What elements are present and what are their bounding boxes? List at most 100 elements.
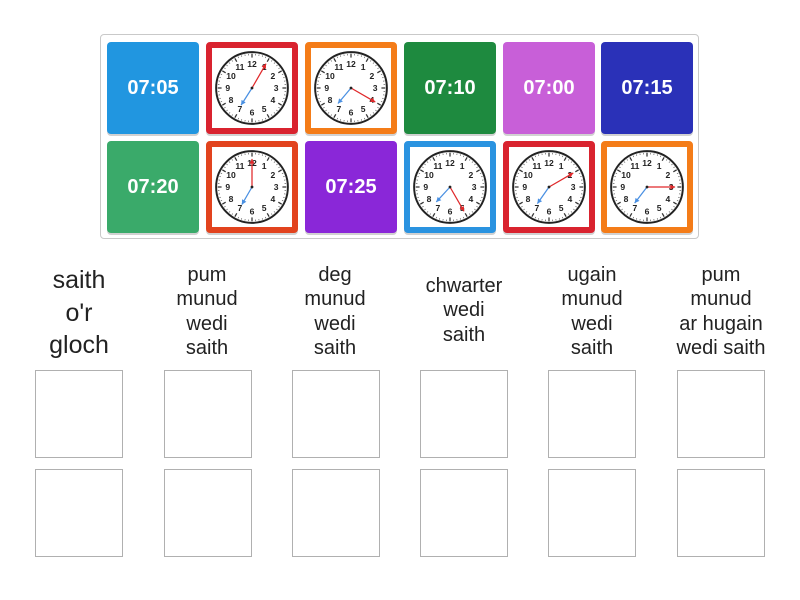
clock-number: 11 [334,62,343,72]
clock-tick [528,213,530,215]
clock-tick [621,163,623,166]
category-label: saith o'r gloch [49,266,109,359]
category-label: pum munud wedi saith [176,264,238,360]
minute-hand-arrowhead [459,206,465,212]
minute-hand-arrowhead [370,97,376,103]
clock-tick [325,109,327,112]
clock-tick [476,206,478,208]
clock-tick [471,211,474,213]
clock-number: 2 [271,71,276,81]
clock-number: 1 [262,161,267,171]
clock-tick [265,117,267,120]
drop-slot[interactable] [164,469,252,557]
clock-tick [221,201,226,205]
clock-tile[interactable]: 121234567891011 [206,42,298,134]
clock-tick [278,102,283,106]
clock-tick [320,70,325,74]
clock-face-icon: 121234567891011 [610,150,684,224]
drop-slot[interactable] [548,370,636,458]
clock-number: 7 [238,203,243,213]
clock-face-icon: 121234567891011 [512,150,586,224]
clock-tick [220,172,223,174]
clock-tick [372,112,375,114]
clock-tick [668,161,671,163]
clock-tick [333,114,337,119]
clock-tick [575,169,580,173]
clock-tick [469,213,471,215]
clock-tick [276,163,278,166]
clock-tick [666,213,668,215]
clock-tick [426,211,429,213]
minute-hand [350,87,376,103]
drop-slot[interactable] [420,370,508,458]
clock-tick [660,216,662,219]
time-tile[interactable]: 07:10 [404,42,496,134]
drop-slot[interactable] [420,469,508,557]
clock-tick [615,200,618,202]
clock-number: 6 [250,107,255,117]
clock-tick [377,102,382,106]
clock-tick [327,62,330,64]
category-label: pum munud ar hugain wedi saith [676,264,766,360]
drop-slot[interactable] [677,370,765,458]
time-tile[interactable]: 07:00 [503,42,595,134]
clock-tick [221,70,226,74]
clock-tick [570,161,573,163]
clock-tick [319,101,322,103]
clock-tick [224,206,226,208]
clock-tick [525,211,528,213]
minute-hand-arrowhead [670,184,676,190]
drop-slot[interactable] [164,370,252,458]
clock-number: 4 [271,95,276,105]
clock-tick [673,169,678,173]
clock-face-icon: 121234567891011 [413,150,487,224]
clock-tick [424,163,426,166]
clock-tile[interactable]: 121234567891011 [601,141,693,233]
clock-number: 9 [423,182,428,192]
clock-tick [234,156,238,161]
clock-number: 4 [271,194,276,204]
clock-tick [432,213,436,218]
drop-slot[interactable] [677,469,765,557]
clock-tick [422,206,424,208]
drop-slot[interactable] [292,469,380,557]
hour-hand-arrowhead [241,199,247,205]
clock-tick [469,159,471,161]
clock-tick [575,201,580,205]
clock-tick [562,155,564,158]
clock-number: 2 [271,170,276,180]
clock-tick [325,64,327,67]
clock-number: 10 [621,170,631,180]
clock-number: 2 [469,170,474,180]
time-tile[interactable]: 07:25 [305,141,397,233]
drop-slot[interactable] [548,469,636,557]
clock-center [349,86,353,90]
time-tile[interactable]: 07:20 [107,141,199,233]
clock-number: 6 [645,206,650,216]
clock-tick [380,101,383,103]
clock-tick [573,208,575,211]
clock-tile[interactable]: 121234567891011 [206,141,298,233]
time-tile[interactable]: 07:15 [601,42,693,134]
clock-tick [278,166,280,168]
clock-tile[interactable]: 121234567891011 [503,141,595,233]
clock-number: 6 [547,206,552,216]
clock-tick [479,200,482,202]
clock-tick [237,117,239,120]
clock-center [250,185,254,189]
clock-tick [377,67,379,69]
time-tile[interactable]: 07:05 [107,42,199,134]
clock-tile[interactable]: 121234567891011 [404,141,496,233]
clock-tick [568,213,570,215]
clock-tick [632,155,634,158]
clock-tick [281,200,284,202]
clock-number: 11 [235,161,244,171]
clock-tick [276,109,278,112]
clock-tick [623,161,626,163]
drop-slot[interactable] [35,370,123,458]
clock-number: 7 [436,203,441,213]
drop-slot[interactable] [292,370,380,458]
drop-slot[interactable] [35,469,123,557]
clock-tick [220,73,223,75]
clock-tile[interactable]: 121234567891011 [305,42,397,134]
